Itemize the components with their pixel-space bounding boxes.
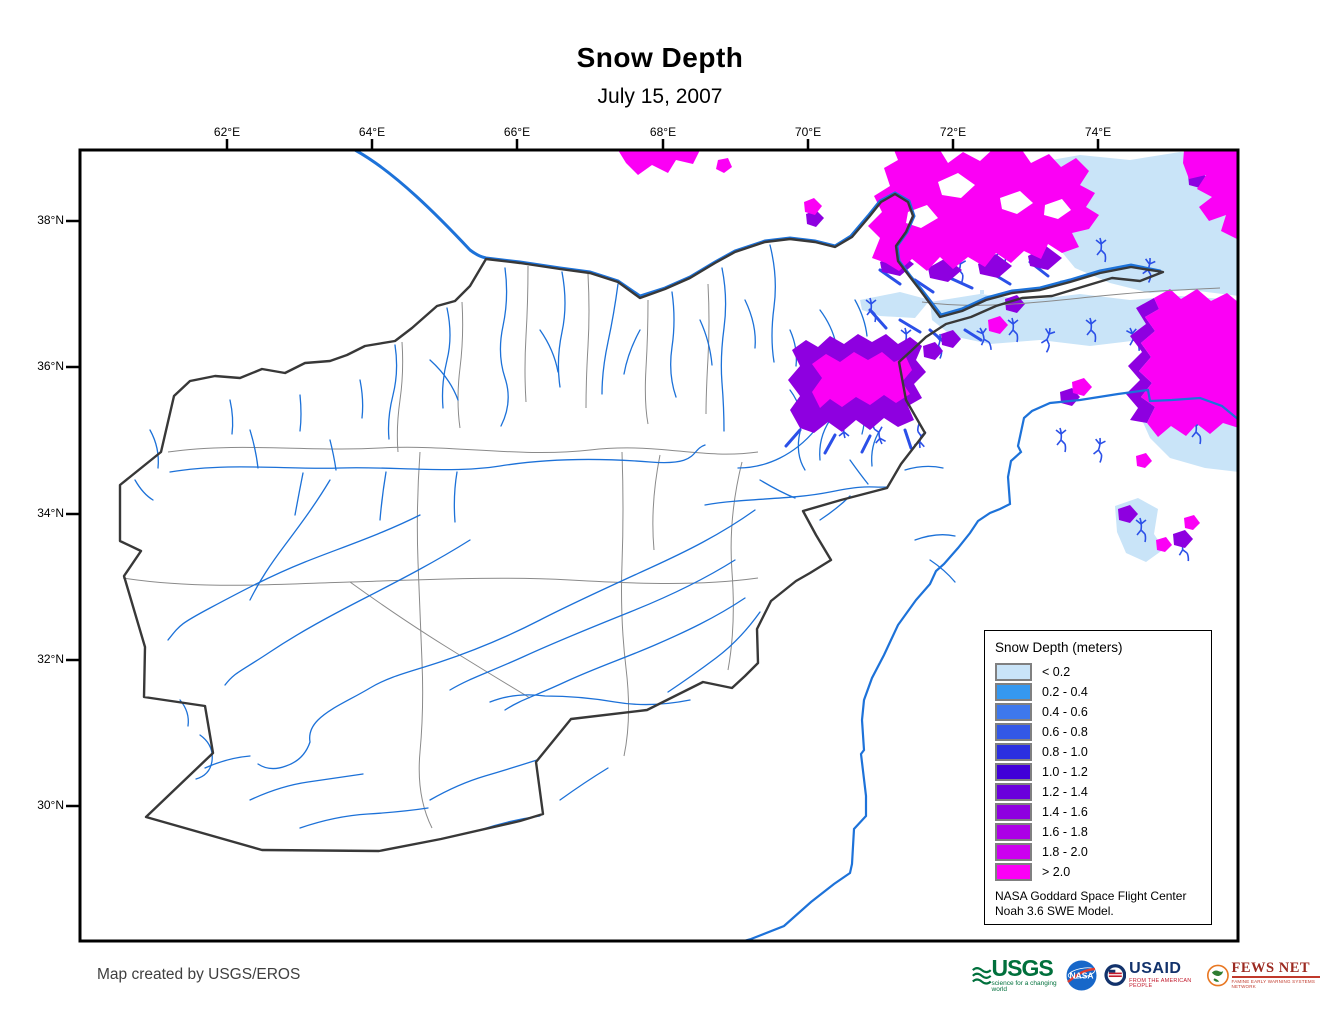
legend-item: 0.6 - 0.8	[995, 722, 1203, 742]
legend-item-label: 0.2 - 0.4	[1042, 685, 1088, 699]
lon-tick-label: 70°E	[794, 125, 822, 139]
legend-item-label: 0.4 - 0.6	[1042, 705, 1088, 719]
fews-net-globe-icon	[1206, 964, 1229, 986]
snow-magenta-layer	[618, 150, 1238, 552]
legend-item: < 0.2	[995, 662, 1203, 682]
lat-tick-label: 36°N	[37, 359, 64, 373]
legend-item: 1.6 - 1.8	[995, 822, 1203, 842]
legend-item-label: 1.6 - 1.8	[1042, 825, 1088, 839]
legend-item-label: < 0.2	[1042, 665, 1071, 679]
legend-swatch	[995, 683, 1032, 701]
usaid-seal-icon	[1103, 964, 1126, 986]
usgs-wave-icon	[972, 967, 992, 985]
legend-swatch	[995, 703, 1032, 721]
fews-net-logo-text: FEWS NET	[1231, 961, 1320, 979]
lon-tick-label: 62°E	[213, 125, 241, 139]
indus-river	[739, 388, 1238, 941]
legend-swatch	[995, 823, 1032, 841]
svg-text:NASA: NASA	[1069, 970, 1093, 980]
legend-item-label: 1.0 - 1.2	[1042, 765, 1088, 779]
lat-tick-label: 38°N	[37, 213, 64, 227]
legend-item: > 2.0	[995, 862, 1203, 882]
legend-swatch	[995, 803, 1032, 821]
snow-valley-holes	[906, 173, 1071, 228]
usaid-logo: USAID FROM THE AMERICAN PEOPLE	[1103, 959, 1200, 990]
afghanistan-boundary	[118, 192, 1165, 853]
page-subtitle: July 15, 2007	[597, 85, 723, 108]
fews-net-tagline: FAMINE EARLY WARNING SYSTEMS NETWORK	[1231, 979, 1316, 989]
lon-tick-label: 66°E	[503, 125, 531, 139]
usgs-tagline: science for a changing world	[991, 979, 1057, 993]
legend-swatch	[995, 743, 1032, 761]
legend-title: Snow Depth (meters)	[995, 640, 1123, 655]
nasa-meatball-icon: NASA	[1066, 960, 1097, 990]
legend-item-label: > 2.0	[1042, 865, 1071, 879]
legend-item: 0.2 - 0.4	[995, 682, 1203, 702]
lat-tick-label: 32°N	[37, 652, 64, 666]
legend-swatch	[995, 663, 1032, 681]
lon-tick-label: 64°E	[358, 125, 386, 139]
legend-item-label: 1.2 - 1.4	[1042, 785, 1088, 799]
logo-bar: USGS science for a changing world NASA U…	[972, 956, 1320, 994]
legend-item-label: 1.4 - 1.6	[1042, 805, 1088, 819]
legend-swatch	[995, 783, 1032, 801]
fews-net-logo: FEWS NET FAMINE EARLY WARNING SYSTEMS NE…	[1206, 961, 1320, 990]
legend-swatch	[995, 843, 1032, 861]
legend-swatch	[995, 763, 1032, 781]
rivers	[134, 244, 956, 831]
legend-item-label: 1.8 - 2.0	[1042, 845, 1088, 859]
map-frame	[78, 148, 1240, 943]
usgs-logo: USGS science for a changing world	[972, 954, 1059, 994]
legend-item: 1.8 - 2.0	[995, 842, 1203, 862]
map-credit: Map created by USGS/EROS	[97, 966, 301, 983]
legend-source-line2: Noah 3.6 SWE Model.	[995, 904, 1114, 918]
legend-item: 0.8 - 1.0	[995, 742, 1203, 762]
legend-item: 0.4 - 0.6	[995, 702, 1203, 722]
legend-swatch	[995, 723, 1032, 741]
legend: Snow Depth (meters) < 0.2 0.2 - 0.4 0.4 …	[984, 630, 1212, 925]
legend-source-line1: NASA Goddard Space Flight Center	[995, 889, 1187, 903]
legend-item: 1.4 - 1.6	[995, 802, 1203, 822]
legend-swatch	[995, 863, 1032, 881]
lon-ticks	[225, 139, 1100, 150]
lon-tick-label: 74°E	[1084, 125, 1112, 139]
lon-tick-label: 68°E	[649, 125, 677, 139]
lat-ticks	[66, 219, 80, 808]
lat-tick-label: 30°N	[37, 798, 64, 812]
usgs-logo-text: USGS	[991, 954, 1054, 981]
legend-item-label: 0.6 - 0.8	[1042, 725, 1088, 739]
page-title: Snow Depth	[576, 42, 744, 73]
legend-item-label: 0.8 - 1.0	[1042, 745, 1088, 759]
legend-item: 1.0 - 1.2	[995, 762, 1203, 782]
nasa-logo: NASA	[1066, 960, 1097, 991]
lat-tick-label: 34°N	[37, 506, 64, 520]
legend-source: NASA Goddard Space Flight Center Noah 3.…	[995, 889, 1203, 919]
legend-item: 1.2 - 1.4	[995, 782, 1203, 802]
lon-tick-label: 72°E	[939, 125, 967, 139]
usaid-tagline: FROM THE AMERICAN PEOPLE	[1129, 977, 1192, 989]
usaid-logo-text: USAID	[1129, 959, 1182, 977]
